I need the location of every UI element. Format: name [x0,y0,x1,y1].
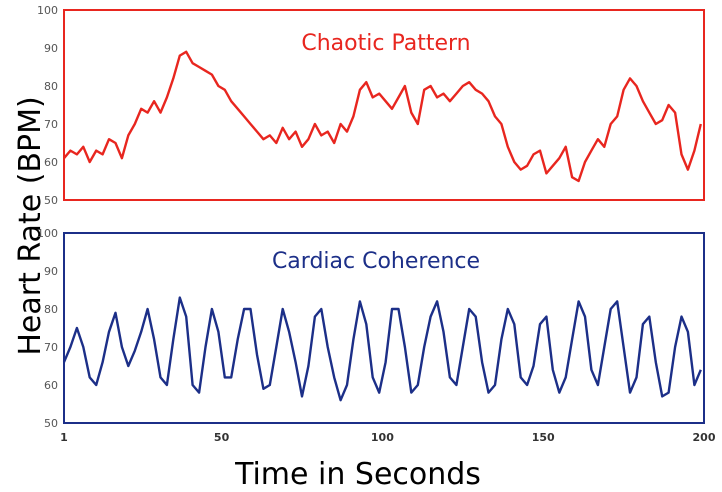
x-tick-label: 100 [371,431,394,444]
chaotic-pattern-y-tick-label: 90 [44,42,58,55]
cardiac-coherence-title: Cardiac Coherence [272,249,480,274]
chaotic-pattern-series-line [63,50,702,183]
x-tick-label: 1 [60,431,68,444]
cardiac-coherence-panel: Cardiac Coherence 100 90 80 70 60 50 [37,227,705,430]
chaotic-pattern-panel: Chaotic Pattern 100 90 80 70 60 50 [37,4,705,207]
chaotic-pattern-y-tick-label: 60 [44,156,58,169]
cardiac-coherence-y-tick-label: 70 [44,341,58,354]
x-tick-label: 150 [532,431,555,444]
x-tick-label: 200 [693,431,716,444]
x-axis-label: Time in Seconds [234,457,481,492]
chaotic-pattern-y-tick-label: 80 [44,80,58,93]
chaotic-pattern-y-tick-label: 70 [44,118,58,131]
y-axis-label: Heart Rate (BPM) [13,96,48,355]
chaotic-pattern-y-tick-label: 100 [37,4,58,17]
x-axis-ticks: 1 50 100 150 200 [60,431,716,444]
cardiac-coherence-y-tick-label: 50 [44,417,58,430]
chaotic-pattern-y-ticks: 100 90 80 70 60 50 [37,4,58,207]
chaotic-pattern-frame [63,9,705,201]
cardiac-coherence-y-tick-label: 60 [44,379,58,392]
x-tick-label: 50 [214,431,230,444]
chaotic-pattern-title: Chaotic Pattern [301,31,470,56]
cardiac-coherence-y-tick-label: 90 [44,265,58,278]
cardiac-coherence-y-tick-label: 80 [44,303,58,316]
chaotic-pattern-y-tick-label: 50 [44,194,58,207]
cardiac-coherence-y-ticks: 100 90 80 70 60 50 [37,227,58,430]
cardiac-coherence-y-tick-label: 100 [37,227,58,240]
cardiac-coherence-frame [63,232,705,424]
cardiac-coherence-series-line [62,296,702,402]
